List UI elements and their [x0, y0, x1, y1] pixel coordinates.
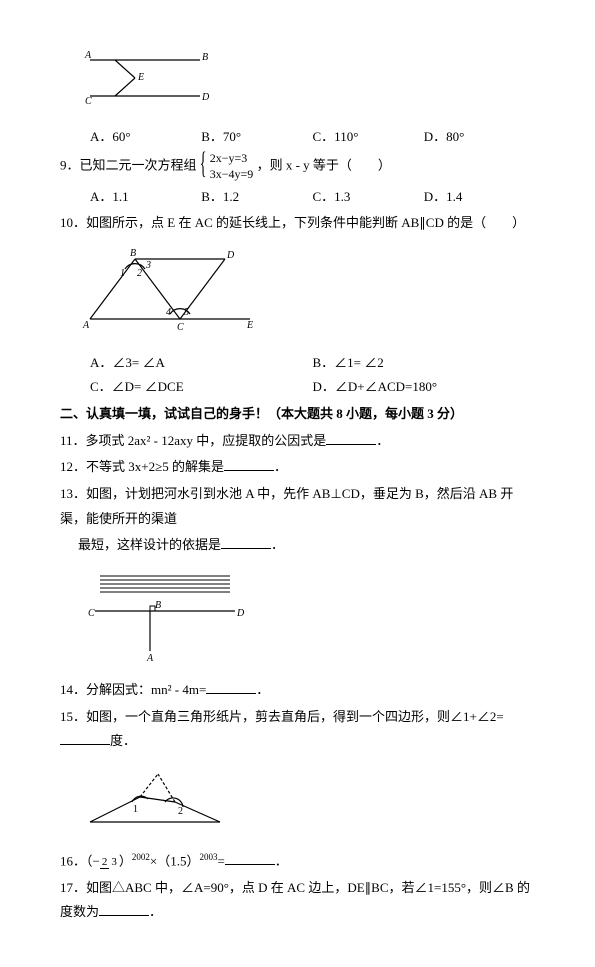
- q15-b: 度．: [110, 733, 136, 748]
- q9-stem-a: 9．已知二元一次方程组: [60, 158, 197, 173]
- q16-fraction: 23: [100, 856, 119, 868]
- q9-choice-b: B．1.2: [201, 185, 312, 210]
- q15-angle-1: 1: [133, 804, 138, 815]
- q14-a: 14．分解因式：mn² - 4m=: [60, 682, 206, 697]
- q11-blank: [326, 431, 376, 445]
- q13-label-a: A: [146, 653, 154, 661]
- q17: 17．如图△ABC 中，∠A=90°，点 D 在 AC 边上，DE∥BC，若∠1…: [60, 876, 535, 925]
- q8-label-a: A: [84, 50, 92, 61]
- q8-svg: A B C D E: [80, 48, 220, 108]
- q10-angle-4: 4: [166, 307, 171, 318]
- q10-figure: A B C D E 1 2 3 4 5: [80, 244, 535, 343]
- q10-label-e: E: [246, 320, 253, 331]
- q16-a: 16．（−: [60, 853, 100, 868]
- q11-a: 11．多项式 2ax² - 12axy 中，应提取的公因式是: [60, 433, 326, 448]
- q9-stem: 9．已知二元一次方程组 2x−y=3 3x−4y=9 ，则 x - y 等于（ …: [60, 151, 535, 182]
- q16-blank: [225, 851, 275, 865]
- q10-angle-5: 5: [184, 307, 189, 318]
- q8-choice-b: B．70°: [201, 125, 312, 150]
- q9-choice-d: D．1.4: [424, 185, 535, 210]
- q10-choice-c: C．∠D= ∠DCE: [90, 375, 313, 400]
- q10-angle-3: 3: [145, 260, 151, 271]
- q10-angle-2: 2: [137, 268, 142, 279]
- q13-label-c: C: [88, 608, 95, 619]
- q8-choice-c: C．110°: [313, 125, 424, 150]
- q10-choice-d: D．∠D+∠ACD=180°: [313, 375, 536, 400]
- q16-frac-num: 2: [100, 856, 110, 869]
- q11-b: ．: [376, 433, 389, 448]
- q13-line1: 13．如图，计划把河水引到水池 A 中，先作 AB⊥CD，垂足为 B，然后沿 A…: [60, 482, 535, 531]
- q12: 12．不等式 3x+2≥5 的解集是 ．: [60, 455, 535, 480]
- q10-choice-a: A．∠3= ∠A: [90, 351, 313, 376]
- q13-blank: [221, 535, 271, 549]
- q8-label-e: E: [137, 72, 144, 83]
- q15: 15．如图，一个直角三角形纸片，剪去直角后，得到一个四边形，则∠1+∠2= 度．: [60, 705, 535, 754]
- q16-exp2: 2003: [199, 852, 217, 862]
- q13-b: 最短，这样设计的依据是: [78, 537, 221, 552]
- q10-angle-1: 1: [120, 268, 125, 279]
- q8-figure: A B C D E: [80, 48, 535, 117]
- q8-choice-d: D．80°: [424, 125, 535, 150]
- q10-label-d: D: [226, 250, 235, 261]
- q13-c: ．: [271, 537, 284, 552]
- q14: 14．分解因式：mn² - 4m= ．: [60, 678, 535, 703]
- q16-exp1: 2002: [132, 852, 150, 862]
- q14-blank: [206, 680, 256, 694]
- q13-line2: 最短，这样设计的依据是 ．: [78, 533, 535, 558]
- q15-blank: [60, 731, 110, 745]
- q9-eq1: 2x−y=3: [210, 151, 254, 167]
- q9-choices: A．1.1 B．1.2 C．1.3 D．1.4: [90, 185, 535, 210]
- q10-stem: 10．如图所示，点 E 在 AC 的延长线上，下列条件中能判断 AB∥CD 的是…: [60, 211, 535, 236]
- q12-a: 12．不等式 3x+2≥5 的解集是: [60, 459, 224, 474]
- q17-b: ．: [149, 904, 162, 919]
- q13-label-d: D: [236, 608, 245, 619]
- q10-label-c: C: [177, 322, 184, 333]
- q9-equation-system: 2x−y=3 3x−4y=9: [200, 151, 254, 182]
- q8-label-b: B: [202, 52, 208, 63]
- q12-blank: [224, 457, 274, 471]
- q15-a: 15．如图，一个直角三角形纸片，剪去直角后，得到一个四边形，则∠1+∠2=: [60, 709, 504, 724]
- q9-choice-c: C．1.3: [313, 185, 424, 210]
- q13-figure: C D B A: [80, 566, 535, 670]
- q16-frac-den: 3: [109, 856, 119, 868]
- q8-choice-a: A．60°: [90, 125, 201, 150]
- q13-label-b: B: [155, 600, 161, 611]
- q10-choices: A．∠3= ∠A B．∠1= ∠2 C．∠D= ∠DCE D．∠D+∠ACD=1…: [90, 351, 535, 400]
- q16-e: ．: [275, 853, 288, 868]
- section2-heading: 二、认真填一填，试试自己的身手！（本大题共 8 小题，每小题 3 分）: [60, 402, 535, 427]
- q9-choice-a: A．1.1: [90, 185, 201, 210]
- q11: 11．多项式 2ax² - 12axy 中，应提取的公因式是 ．: [60, 429, 535, 454]
- q15-svg: 1 2: [80, 762, 230, 832]
- q16: 16．（−23）2002×（1.5）2003= ．: [60, 849, 535, 874]
- q10-choice-b: B．∠1= ∠2: [313, 351, 536, 376]
- q16-b: ）: [119, 853, 132, 868]
- q17-blank: [99, 902, 149, 916]
- q14-b: ．: [256, 682, 269, 697]
- q10-svg: A B C D E 1 2 3 4 5: [80, 244, 260, 334]
- q16-d: =: [217, 853, 224, 868]
- q9-stem-b: ，则 x - y 等于（ ）: [257, 158, 391, 173]
- q16-c: ×（1.5）: [150, 853, 200, 868]
- q8-label-d: D: [201, 92, 210, 103]
- q13-svg: C D B A: [80, 566, 250, 661]
- q12-b: ．: [274, 459, 287, 474]
- q10-label-b: B: [130, 248, 136, 259]
- q8-label-c: C: [85, 96, 92, 107]
- q8-choices: A．60° B．70° C．110° D．80°: [90, 125, 535, 150]
- q10-label-a: A: [82, 320, 90, 331]
- q15-angle-2: 2: [178, 806, 183, 817]
- q15-figure: 1 2: [80, 762, 535, 841]
- q9-eq2: 3x−4y=9: [210, 167, 254, 183]
